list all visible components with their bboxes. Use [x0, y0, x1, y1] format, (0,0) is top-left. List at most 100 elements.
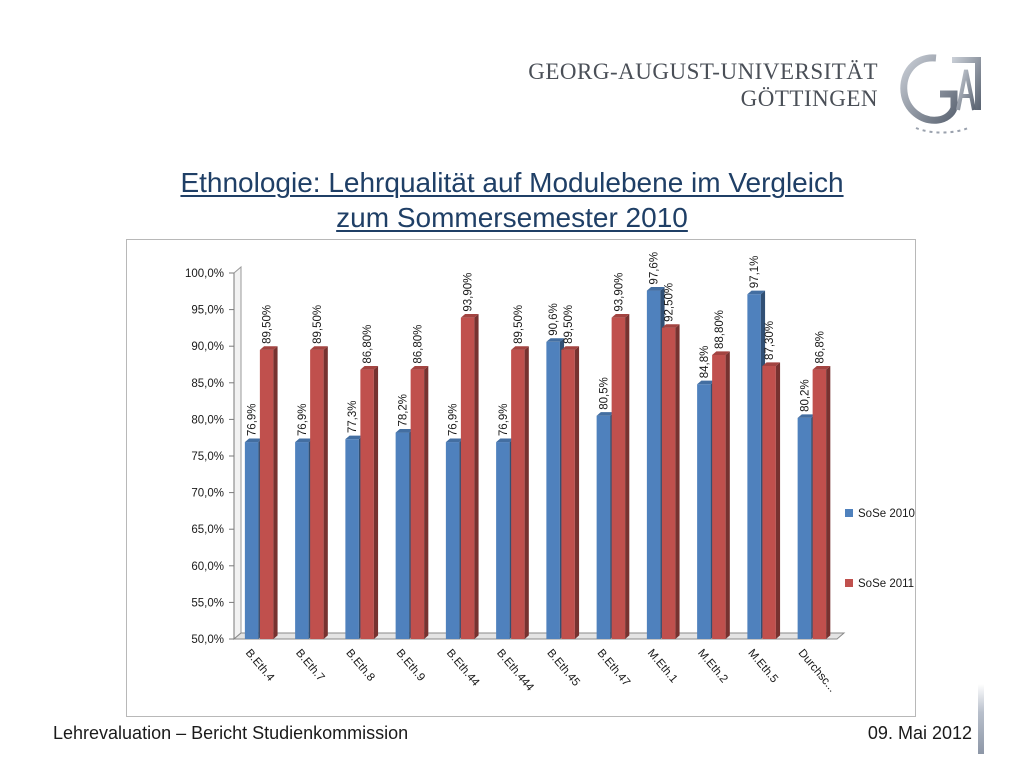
footer-report-title: Lehrevaluation – Bericht Studienkommissi… — [53, 723, 409, 743]
bar-chart-canvas: 50,0% 55,0% 60,0% 65,0% 70,0% 75,0% 80,0% 85,0%… — [185, 252, 915, 695]
bar-sose2010 — [395, 432, 410, 639]
y-axis-tick-label: 95,0% — [191, 305, 224, 317]
bar-top-face — [511, 346, 529, 350]
bar-sose2010 — [596, 415, 611, 639]
slide-title: Ethnologie: Lehrqualität auf Modulebene … — [60, 165, 964, 235]
bar-sose2010 — [546, 341, 560, 639]
bar-sose2010 — [646, 290, 661, 639]
y-axis-tick-label: 55,0% — [191, 597, 224, 609]
y-axis-tick-label: 50,0% — [191, 634, 224, 646]
x-axis-category-label: M.Eth.2 — [695, 647, 730, 685]
x-axis-category-label: B.Eth.45 — [544, 647, 582, 689]
bar-sose2011 — [310, 349, 324, 639]
y-axis-tick-label: 60,0% — [191, 561, 224, 573]
bar-side-face — [323, 346, 328, 639]
slide-title-line1: Ethnologie: Lehrqualität auf Modulebene … — [180, 167, 844, 198]
bar-top-face — [496, 438, 514, 443]
bar-top-face — [395, 428, 414, 433]
chart-side-wall — [233, 265, 242, 641]
legend-label: SoSe 2011 — [858, 578, 914, 590]
data-label: 89,50% — [563, 305, 575, 344]
bar-side-face — [424, 366, 429, 639]
y-axis-tick-label: 100,0% — [185, 268, 224, 280]
x-axis-category-label: B.Eth.8 — [343, 647, 376, 684]
x-axis-category-label: B.Eth.4 — [243, 647, 277, 684]
university-logo — [900, 54, 981, 134]
bar-sose2010 — [797, 417, 812, 639]
legend-label: SoSe 2010 — [858, 508, 915, 520]
bar-top-face — [561, 346, 580, 350]
data-label: 93,90% — [613, 273, 625, 312]
bar-sose2011 — [460, 317, 475, 639]
bar-side-face — [675, 324, 680, 639]
data-label: 80,2% — [799, 379, 811, 412]
bar-top-face — [546, 338, 565, 342]
bar-top-face — [797, 414, 816, 418]
data-label: 78,2% — [397, 394, 409, 427]
bar-sose2011 — [410, 369, 425, 639]
legend-swatch — [845, 579, 853, 587]
bar-sose2011 — [661, 327, 676, 639]
x-axis-category-label: B.Eth.444 — [494, 647, 536, 694]
x-axis-category-label: Durchsc... — [796, 647, 838, 694]
y-axis-tick-label: 70,0% — [191, 488, 224, 500]
bar-sose2010 — [345, 439, 359, 639]
data-label: 88,80% — [714, 310, 726, 349]
bar-top-face — [661, 324, 680, 328]
bar-top-face — [596, 412, 615, 416]
chart-floor — [232, 632, 846, 640]
bar-top-face — [244, 438, 263, 443]
bar-sose2011 — [712, 354, 726, 639]
data-label: 93,90% — [463, 273, 475, 312]
slide-title-line2: zum Sommersemester 2010 — [336, 202, 688, 233]
bar-top-face — [360, 366, 379, 370]
data-label: 77,3% — [347, 401, 359, 434]
bar-side-face — [725, 351, 730, 639]
bar-side-face — [574, 346, 580, 639]
bar-side-face — [273, 346, 278, 639]
data-label: 97,1% — [749, 256, 761, 289]
bar-side-face — [474, 314, 479, 639]
y-axis-tick-label: 75,0% — [191, 451, 224, 463]
bar-top-face — [747, 290, 766, 295]
bar-sose2011 — [511, 349, 525, 639]
x-axis-category-label: M.Eth.5 — [745, 647, 780, 685]
bar-sose2010 — [697, 384, 711, 639]
data-label: 87,30% — [764, 321, 776, 360]
data-label: 76,9% — [297, 403, 309, 436]
bar-top-face — [697, 380, 715, 385]
data-label: 97,6% — [649, 252, 661, 285]
data-label: 86,80% — [362, 325, 374, 364]
bar-top-face — [812, 366, 831, 370]
bar-sose2010 — [445, 442, 460, 639]
data-label: 92,50% — [664, 283, 676, 322]
y-axis-tick-label: 80,0% — [191, 414, 224, 426]
bar-top-face — [445, 438, 464, 443]
bar-sose2011 — [812, 369, 827, 639]
bar-sose2011 — [259, 349, 274, 639]
bar-side-face — [524, 346, 529, 639]
data-label: 86,80% — [412, 325, 424, 364]
bar-sose2011 — [360, 369, 374, 639]
x-axis-category-label: B.Eth.7 — [293, 647, 326, 684]
bar-top-face — [611, 314, 630, 318]
bar-sose2010 — [747, 294, 761, 639]
x-axis-category-label: B.Eth.44 — [444, 647, 482, 689]
data-label: 86,8% — [814, 331, 826, 364]
data-label: 76,9% — [498, 403, 510, 436]
bar-top-face — [646, 286, 665, 291]
university-name-line1: GEORG-AUGUST-UNIVERSITÄT — [528, 59, 878, 84]
data-label: 76,9% — [247, 403, 259, 436]
bar-chart: 50,0% 55,0% 60,0% 65,0% 70,0% 75,0% 80,0% 85,0%… — [126, 239, 916, 717]
y-axis-tick-label: 85,0% — [191, 378, 224, 390]
data-label: 89,50% — [262, 305, 274, 344]
legend-swatch — [845, 509, 853, 517]
bar-side-face — [625, 314, 630, 639]
bar-top-face — [310, 346, 328, 350]
bar-side-face — [775, 362, 781, 639]
bar-top-face — [259, 346, 278, 350]
bar-top-face — [410, 366, 429, 370]
bar-sose2011 — [762, 365, 776, 639]
bar-sose2011 — [611, 317, 626, 639]
bar-top-face — [295, 438, 313, 443]
